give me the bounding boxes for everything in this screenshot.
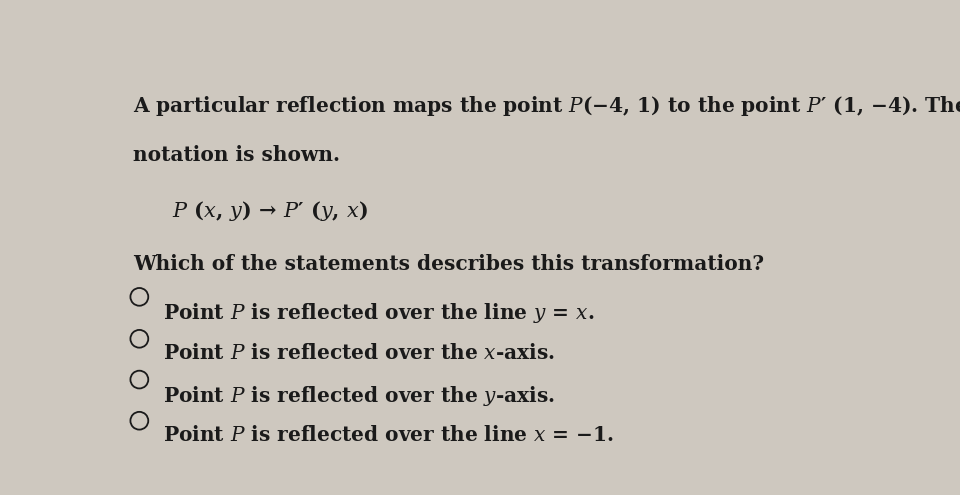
Text: Point $\mathit{P}$ is reflected over the $\mathit{x}$-axis.: Point $\mathit{P}$ is reflected over the…: [163, 344, 555, 363]
Text: Point $\mathit{P}$ is reflected over the line $\mathit{y}$ = $\mathit{x}$.: Point $\mathit{P}$ is reflected over the…: [163, 301, 595, 325]
Text: Point $\mathit{P}$ is reflected over the line $\mathit{x}$ = −1.: Point $\mathit{P}$ is reflected over the…: [163, 425, 614, 446]
Text: A particular reflection maps the point $\mathit{P}$(−4, 1) to the point $\mathit: A particular reflection maps the point $…: [133, 94, 960, 118]
Text: Point $\mathit{P}$ is reflected over the $\mathit{y}$-axis.: Point $\mathit{P}$ is reflected over the…: [163, 384, 555, 408]
Text: $\mathit{P}$ ($\mathit{x}$, $\mathit{y}$) → $\mathit{P}$′ ($\mathit{y}$, $\mathi: $\mathit{P}$ ($\mathit{x}$, $\mathit{y}$…: [172, 198, 368, 223]
Text: notation is shown.: notation is shown.: [133, 145, 341, 165]
Text: Which of the statements describes this transformation?: Which of the statements describes this t…: [133, 254, 764, 274]
